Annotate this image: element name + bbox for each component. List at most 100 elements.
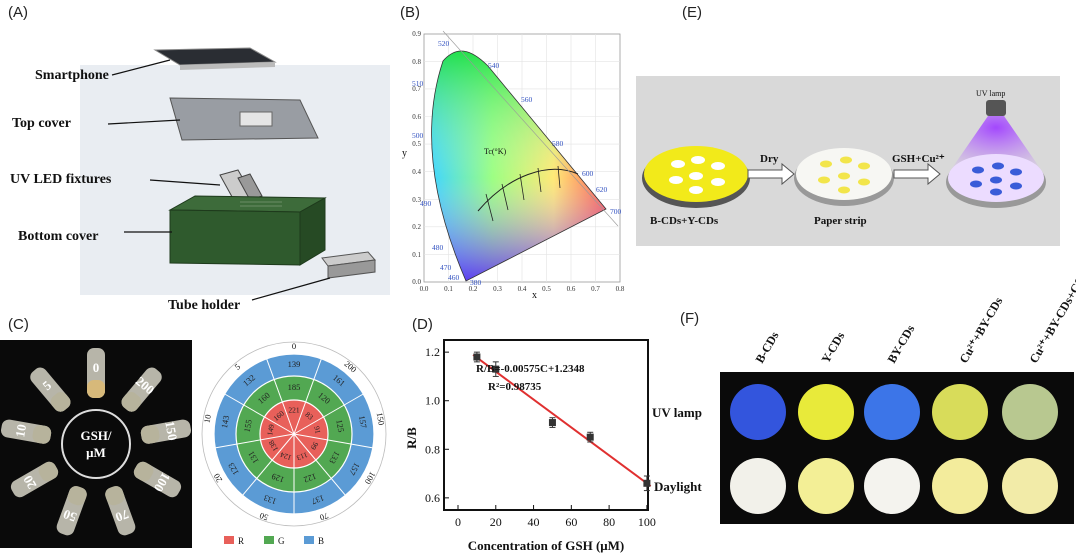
y-axis-label: R/B [404,427,419,449]
cie-y-tick: 0.2 [412,223,421,231]
wavelength-540: 540 [488,61,500,70]
cie-y-tick: 0.3 [412,196,421,204]
cie-y-tick: 0.7 [412,85,421,93]
smartphone-shape [153,47,277,66]
cie-x-tick: 0.2 [469,285,478,293]
r-value: 221 [288,406,300,415]
g-value: 122 [302,471,317,485]
part-label-tube-holder: Tube holder [168,298,241,313]
vial-label: 0 [93,360,100,375]
cie-y-tick: 0.1 [412,251,421,259]
column-label: Cu²⁺+BY-CDs+GSH [1026,272,1076,366]
concentration-label: 100 [363,470,378,486]
wavelength-580: 580 [552,139,564,148]
uv-spot [1002,384,1058,440]
vial: 70 [105,486,136,536]
legend-b: B [318,536,324,546]
cie-x-axis-label: x [532,290,537,301]
plot-frame [443,339,649,511]
legend-g: G [278,536,285,546]
mix-label: B-CDs+Y-CDs [650,215,719,227]
row-label-daylight: Daylight [654,479,702,494]
bottom-cover-shape [168,195,327,213]
row-label-uv-lamp: UV lamp [652,405,702,420]
step-dry-label: Dry [760,153,779,165]
wavelength-480: 480 [432,243,444,252]
r-value: 149 [265,423,276,436]
cie-x-tick: 0.8 [616,285,625,293]
g-value: 129 [270,471,285,485]
data-point [473,353,481,361]
daylight-spot [798,458,854,514]
r-value: 113 [295,450,309,462]
outer-ring [201,341,387,527]
test-strip-grid: UV lamp Daylight B-CDs Y-CDs BY-CDs Cu²⁺… [652,272,1076,524]
concentration-label: 150 [375,412,387,426]
fit-r2: R²=0.98735 [488,381,542,393]
y-tick-label: 0.8 [425,442,440,456]
data-point [643,479,651,487]
r-value: 124 [279,450,293,462]
part-label-smartphone: Smartphone [35,68,109,83]
vial: 100 [133,461,182,498]
vial: 150 [140,419,191,444]
rgb-legend: R G B [224,536,324,546]
r-value: 83 [304,410,316,422]
g-value: 125 [334,419,346,433]
vial: 50 [56,486,87,536]
uv-spot [864,384,920,440]
wavelength-380: 380 [470,278,482,287]
vial-label: 10 [12,423,29,438]
y-tick-label: 1.0 [425,394,440,408]
vial: 20 [10,461,59,498]
b-value: 143 [219,415,231,429]
wavelength-560: 560 [521,95,533,104]
x-tick-label: 40 [528,515,540,529]
b-value: 137 [310,493,325,507]
cie-x-tick: 0.3 [493,285,502,293]
uv-spot [730,384,786,440]
uv-lamp-shape [986,100,1006,116]
sector-divider [293,433,373,449]
fit-equation: R/B=-0.00575C+1.2348 [476,363,585,375]
vial-label: 70 [113,507,130,526]
vial: 0 [87,348,105,398]
cie-y-axis-label: y [402,148,407,159]
cie-x-tick: 0.1 [444,285,453,293]
uv-spot [932,384,988,440]
r-value: 91 [312,425,322,434]
vial: 10 [1,419,52,444]
column-label: Y-CDs [818,329,847,365]
x-tick-label: 0 [455,515,461,529]
x-tick-label: 100 [638,515,656,529]
cie-x-tick: 0.5 [542,285,551,293]
cct-label: Tc(°K) [484,147,507,156]
cie-y-tick: 0.8 [412,58,421,66]
calibration-chart: 0 20 40 60 80 100 0.6 0.8 1.0 1.2 R/B=-0.00575C+1… [404,339,656,553]
r-value: 99 [309,440,321,451]
panel-a-label: (A) [8,4,28,21]
sector-divider [293,433,346,496]
x-tick-label: 80 [603,515,615,529]
cie-y-tick: 0.9 [412,30,421,38]
center-label-um: μM [86,445,106,460]
vial: 5 [30,367,71,412]
b-value: 157 [357,415,369,429]
vial-label: 50 [61,507,78,526]
g-value: 185 [288,382,301,392]
cie-x-tick: 0.7 [591,285,600,293]
part-label-bottom-cover: Bottom cover [18,229,99,244]
y-tick-label: 0.6 [425,491,440,505]
arrow-dry [747,162,795,186]
legend-swatch-g [264,536,274,544]
data-point [548,419,556,427]
cie-y-tick: 0.5 [412,140,421,148]
cie-y-tick: 0.0 [412,278,421,286]
concentration-label: 0 [292,341,296,351]
part-label-top-cover: Top cover [12,116,71,131]
wavelength-520: 520 [438,39,450,48]
paper-strip-workflow: Dry GSH+Cu²⁺ UV lamp B-CDs+Y-CDs Paper s… [636,76,1060,246]
legend-swatch-r [224,536,234,544]
